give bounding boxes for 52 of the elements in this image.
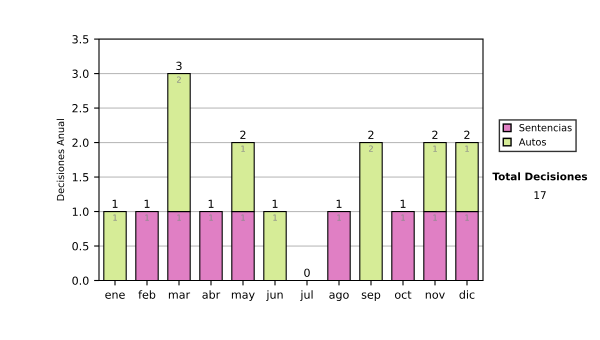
- total-label: 1: [272, 200, 278, 208]
- y-axis-title: Decisiones Anual: [56, 119, 64, 200]
- total-label: 3: [176, 62, 182, 70]
- data-label: 1: [273, 214, 277, 221]
- x-tick-label: oct: [394, 290, 412, 299]
- legend-label: Autos: [518, 138, 546, 146]
- data-label: 1: [337, 214, 341, 221]
- total-label: 2: [368, 130, 374, 139]
- x-tick-label: ago: [329, 292, 349, 301]
- text: 17: [534, 191, 546, 199]
- total-label: 1: [336, 200, 342, 208]
- data-label: 1: [177, 214, 181, 221]
- text: 2.5: [72, 104, 88, 112]
- x-tick-label: ene: [105, 292, 125, 299]
- x-tick-label: mar: [168, 292, 190, 299]
- data-label: 1: [465, 214, 469, 221]
- total-label: 2: [240, 130, 246, 139]
- total-label: 2: [432, 130, 438, 139]
- x-tick-label: jun: [266, 290, 283, 301]
- total-label: 1: [208, 200, 214, 208]
- data-label: 1: [145, 214, 149, 221]
- text: 3.0: [72, 70, 89, 78]
- total-label: 0: [304, 268, 310, 277]
- text: 1.5: [72, 173, 88, 182]
- total-label: 1: [112, 200, 118, 208]
- text: 0.0: [72, 276, 89, 285]
- data-label: 2: [176, 76, 181, 83]
- data-label: 1: [241, 146, 245, 152]
- text: 0.5: [72, 242, 88, 250]
- data-label: 1: [401, 214, 405, 221]
- x-tick-label: abr: [202, 290, 220, 299]
- text: 1.0: [72, 208, 89, 216]
- legend-label: Sentencias: [519, 124, 572, 132]
- text: 3.5: [72, 35, 88, 44]
- x-tick-label: feb: [138, 290, 156, 299]
- text: 2.0: [72, 138, 89, 147]
- data-label: 1: [433, 214, 437, 221]
- x-tick-label: nov: [426, 292, 445, 299]
- data-label: 1: [433, 146, 437, 152]
- x-tick-label: may: [232, 292, 255, 301]
- data-label: 1: [241, 214, 245, 221]
- text: Total Decisiones: [492, 172, 588, 180]
- data-label: 1: [209, 214, 213, 221]
- total-label: 1: [144, 200, 150, 208]
- total-label: 1: [400, 200, 406, 208]
- x-tick-label: sep: [362, 292, 380, 301]
- data-label: 1: [113, 214, 117, 221]
- x-tick-label: jul: [300, 290, 313, 301]
- data-label: 2: [368, 145, 373, 152]
- data-label: 1: [465, 146, 469, 152]
- x-tick-label: dic: [459, 290, 474, 299]
- total-label: 2: [464, 130, 470, 139]
